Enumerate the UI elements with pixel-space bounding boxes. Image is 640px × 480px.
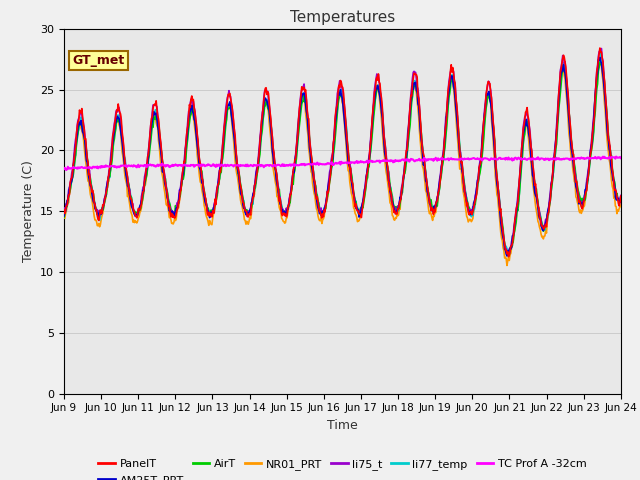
Legend: PanelT, AM25T_PRT, AirT, NR01_PRT, li75_t, li77_temp, TC Prof A -32cm: PanelT, AM25T_PRT, AirT, NR01_PRT, li75_… bbox=[94, 455, 591, 480]
Text: GT_met: GT_met bbox=[72, 54, 125, 67]
Title: Temperatures: Temperatures bbox=[290, 10, 395, 25]
X-axis label: Time: Time bbox=[327, 419, 358, 432]
Y-axis label: Temperature (C): Temperature (C) bbox=[22, 160, 35, 262]
